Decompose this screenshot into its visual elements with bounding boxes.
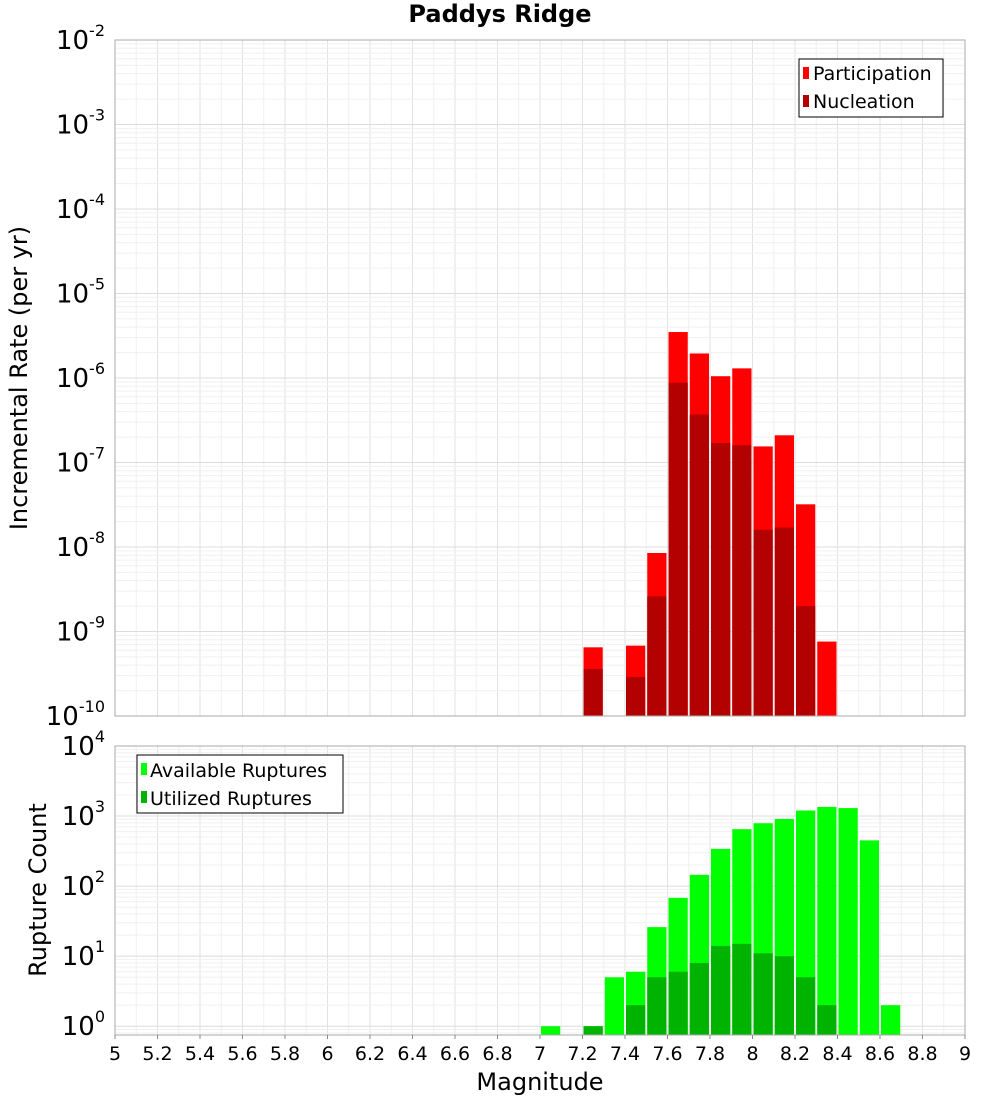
x-tick-label: 8 <box>746 1043 758 1065</box>
rate-bar-secondary <box>732 445 752 716</box>
participation-legend-swatch <box>803 67 809 79</box>
nucleation-legend-swatch <box>803 95 809 107</box>
bottom-y-axis-label: Rupture Count <box>24 803 52 977</box>
count-y-tick-label: 103 <box>62 797 105 832</box>
x-tick-label: 8.8 <box>907 1043 937 1065</box>
x-tick-label: 6 <box>321 1043 333 1065</box>
x-tick-label: 7.6 <box>652 1043 682 1065</box>
x-tick-label: 5 <box>109 1043 121 1065</box>
x-axis-label: Magnitude <box>476 1068 603 1096</box>
x-tick-label: 5.2 <box>142 1043 172 1065</box>
x-tick-label: 5.4 <box>185 1043 215 1065</box>
count-bar-primary <box>859 840 879 1035</box>
count-y-tick-label: 100 <box>62 1007 105 1042</box>
x-tick-label: 6.2 <box>355 1043 385 1065</box>
rate-y-tick-label: 10-5 <box>56 275 105 310</box>
count-bar-secondary <box>711 945 731 1035</box>
count-panel: 100 101 102 103 104 5 5.2 5.4 5.6 5.8 6 6.2 6.4 6.6 6.… <box>62 727 971 1065</box>
rate-y-tick-label: 10-10 <box>46 697 105 732</box>
count-bar-secondary <box>668 971 688 1035</box>
count-bar-secondary <box>689 962 709 1035</box>
count-bar-primary <box>881 1005 901 1035</box>
x-tick-label: 7.2 <box>567 1043 597 1065</box>
count-bar-secondary <box>647 977 667 1035</box>
count-y-tick-label: 102 <box>62 867 105 902</box>
count-bar-primary <box>604 977 624 1035</box>
rate-y-tick-label: 10-3 <box>56 106 105 141</box>
count-legend-box <box>136 754 344 814</box>
rate-bar-secondary <box>711 443 731 716</box>
x-tick-label: 8.2 <box>780 1043 810 1065</box>
available-legend-swatch <box>141 763 147 775</box>
x-tick-label: 7.8 <box>695 1043 725 1065</box>
count-bar-secondary <box>583 1026 603 1035</box>
count-bar-primary <box>817 806 837 1035</box>
rate-plot-frame <box>114 39 966 717</box>
utilized-legend-swatch <box>141 791 147 803</box>
x-tick-label: 8.6 <box>865 1043 895 1065</box>
x-tick-label: 9 <box>959 1043 971 1065</box>
rate-bar-secondary <box>668 382 688 716</box>
nucleation-legend-label: Nucleation <box>813 91 915 113</box>
rate-bar-secondary <box>689 414 709 716</box>
rate-y-tick-label: 10-7 <box>56 444 105 479</box>
rate-y-tick-label: 10-8 <box>56 528 105 563</box>
x-tick-label: 7.4 <box>610 1043 640 1065</box>
utilized-legend-label: Utilized Ruptures <box>150 788 312 810</box>
rate-legend: Participation Nucleation <box>798 58 944 118</box>
rate-bar-secondary <box>753 529 773 716</box>
count-bar-secondary <box>817 1005 837 1035</box>
count-bar-secondary <box>753 953 773 1035</box>
rate-bar-primary <box>817 641 837 716</box>
rate-y-tick-label: 10-2 <box>56 21 105 56</box>
count-y-tick-label: 101 <box>62 937 105 972</box>
rate-bar-secondary <box>774 527 794 716</box>
x-tick-label: 6.4 <box>397 1043 427 1065</box>
participation-legend-label: Participation <box>813 63 932 85</box>
x-tick-label: 6.6 <box>440 1043 470 1065</box>
rate-panel: 10-10 10-9 10-8 10-7 10-6 10-5 10-4 10-3 10-2 <box>46 21 966 732</box>
count-bar-secondary <box>774 956 794 1035</box>
count-legend: Available Ruptures Utilized Ruptures <box>136 754 344 814</box>
rate-legend-box <box>798 58 944 118</box>
x-tick-label: 7 <box>534 1043 546 1065</box>
rate-bar-secondary <box>626 676 646 716</box>
count-y-tick-label: 104 <box>62 727 105 762</box>
x-tick-label: 8.4 <box>822 1043 852 1065</box>
x-tick-label: 5.6 <box>227 1043 257 1065</box>
rate-bar-secondary <box>647 596 667 716</box>
rate-bar-secondary <box>583 668 603 716</box>
x-tick-label: 6.8 <box>482 1043 512 1065</box>
rate-y-tick-label: 10-6 <box>56 359 105 394</box>
chart-title: Paddys Ridge <box>408 0 591 28</box>
count-bar-primary <box>838 808 858 1035</box>
count-bar-secondary <box>626 1005 646 1035</box>
available-legend-label: Available Ruptures <box>150 760 327 782</box>
top-y-axis-label: Incremental Rate (per yr) <box>5 226 33 530</box>
count-bar-secondary <box>732 943 752 1035</box>
rate-y-tick-label: 10-4 <box>56 190 105 225</box>
x-tick-label: 5.8 <box>270 1043 300 1065</box>
count-bar-secondary <box>796 977 816 1035</box>
count-bar-primary <box>541 1026 561 1035</box>
rate-bar-secondary <box>796 606 816 716</box>
rate-y-tick-label: 10-9 <box>56 613 105 648</box>
